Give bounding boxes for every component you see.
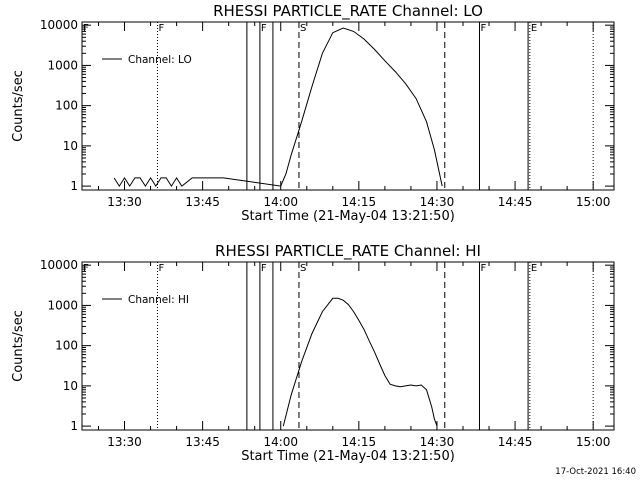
x-tick-label: 14:15 xyxy=(342,195,377,209)
x-tick-label: 15:00 xyxy=(576,435,611,449)
series-line xyxy=(282,297,438,427)
y-tick-label: 10 xyxy=(63,139,78,153)
y-tick-label: 10000 xyxy=(40,18,78,32)
y-tick-label: 100 xyxy=(55,339,78,353)
x-tick-label: 13:30 xyxy=(107,435,142,449)
y-axis-label: Counts/sec xyxy=(11,310,26,382)
legend-label: Channel: HI xyxy=(128,294,189,306)
x-tick-label: 15:00 xyxy=(576,195,611,209)
y-tick-label: 1000 xyxy=(47,298,78,312)
x-tick-label: 13:30 xyxy=(107,195,142,209)
event-flag: S xyxy=(300,23,306,34)
event-flag: F xyxy=(480,263,486,274)
event-flag: F xyxy=(261,263,267,274)
edge-flag: F xyxy=(83,263,89,274)
x-tick-label: 14:30 xyxy=(420,195,455,209)
y-tick-label: 10000 xyxy=(40,258,78,272)
legend-label: Channel: LO xyxy=(128,54,192,66)
event-flag: F xyxy=(159,23,165,34)
y-tick-label: 10 xyxy=(63,379,78,393)
event-flag: E xyxy=(531,263,537,274)
x-tick-label: 14:45 xyxy=(498,195,533,209)
x-tick-label: 14:00 xyxy=(263,195,298,209)
plot-frame xyxy=(81,21,615,191)
y-tick-label: 1 xyxy=(70,419,78,433)
x-tick-label: 14:45 xyxy=(498,435,533,449)
edge-flag: F xyxy=(83,23,89,34)
panel-lo: RHESSI PARTICLE_RATE Channel: LO 1 10 100 10… xyxy=(11,2,615,224)
event-flag: E xyxy=(531,23,537,34)
y-tick-label: 1 xyxy=(70,179,78,193)
footer-timestamp: 17-Oct-2021 16:40 xyxy=(555,467,636,477)
series-line xyxy=(113,27,443,188)
y-tick-label: 100 xyxy=(55,99,78,113)
y-axis-label: Counts/sec xyxy=(11,70,26,142)
event-flag: F xyxy=(480,23,486,34)
x-tick-label: 14:30 xyxy=(420,435,455,449)
panel-hi: RHESSI PARTICLE_RATE Channel: HI 1 10 100 10… xyxy=(11,242,615,464)
x-axis-label: Start Time (21-May-04 13:21:50) xyxy=(241,449,455,464)
x-axis-label: Start Time (21-May-04 13:21:50) xyxy=(241,209,455,224)
event-flag: S xyxy=(300,263,306,274)
y-tick-label: 1000 xyxy=(47,58,78,72)
chart-title: RHESSI PARTICLE_RATE Channel: LO xyxy=(213,2,483,21)
x-tick-label: 14:00 xyxy=(263,435,298,449)
event-flag: F xyxy=(261,23,267,34)
x-tick-label: 14:15 xyxy=(342,435,377,449)
plot-frame xyxy=(81,261,615,431)
x-tick-label: 13:45 xyxy=(185,435,220,449)
x-tick-label: 13:45 xyxy=(185,195,220,209)
event-flag: F xyxy=(159,263,165,274)
chart-title: RHESSI PARTICLE_RATE Channel: HI xyxy=(215,242,481,261)
